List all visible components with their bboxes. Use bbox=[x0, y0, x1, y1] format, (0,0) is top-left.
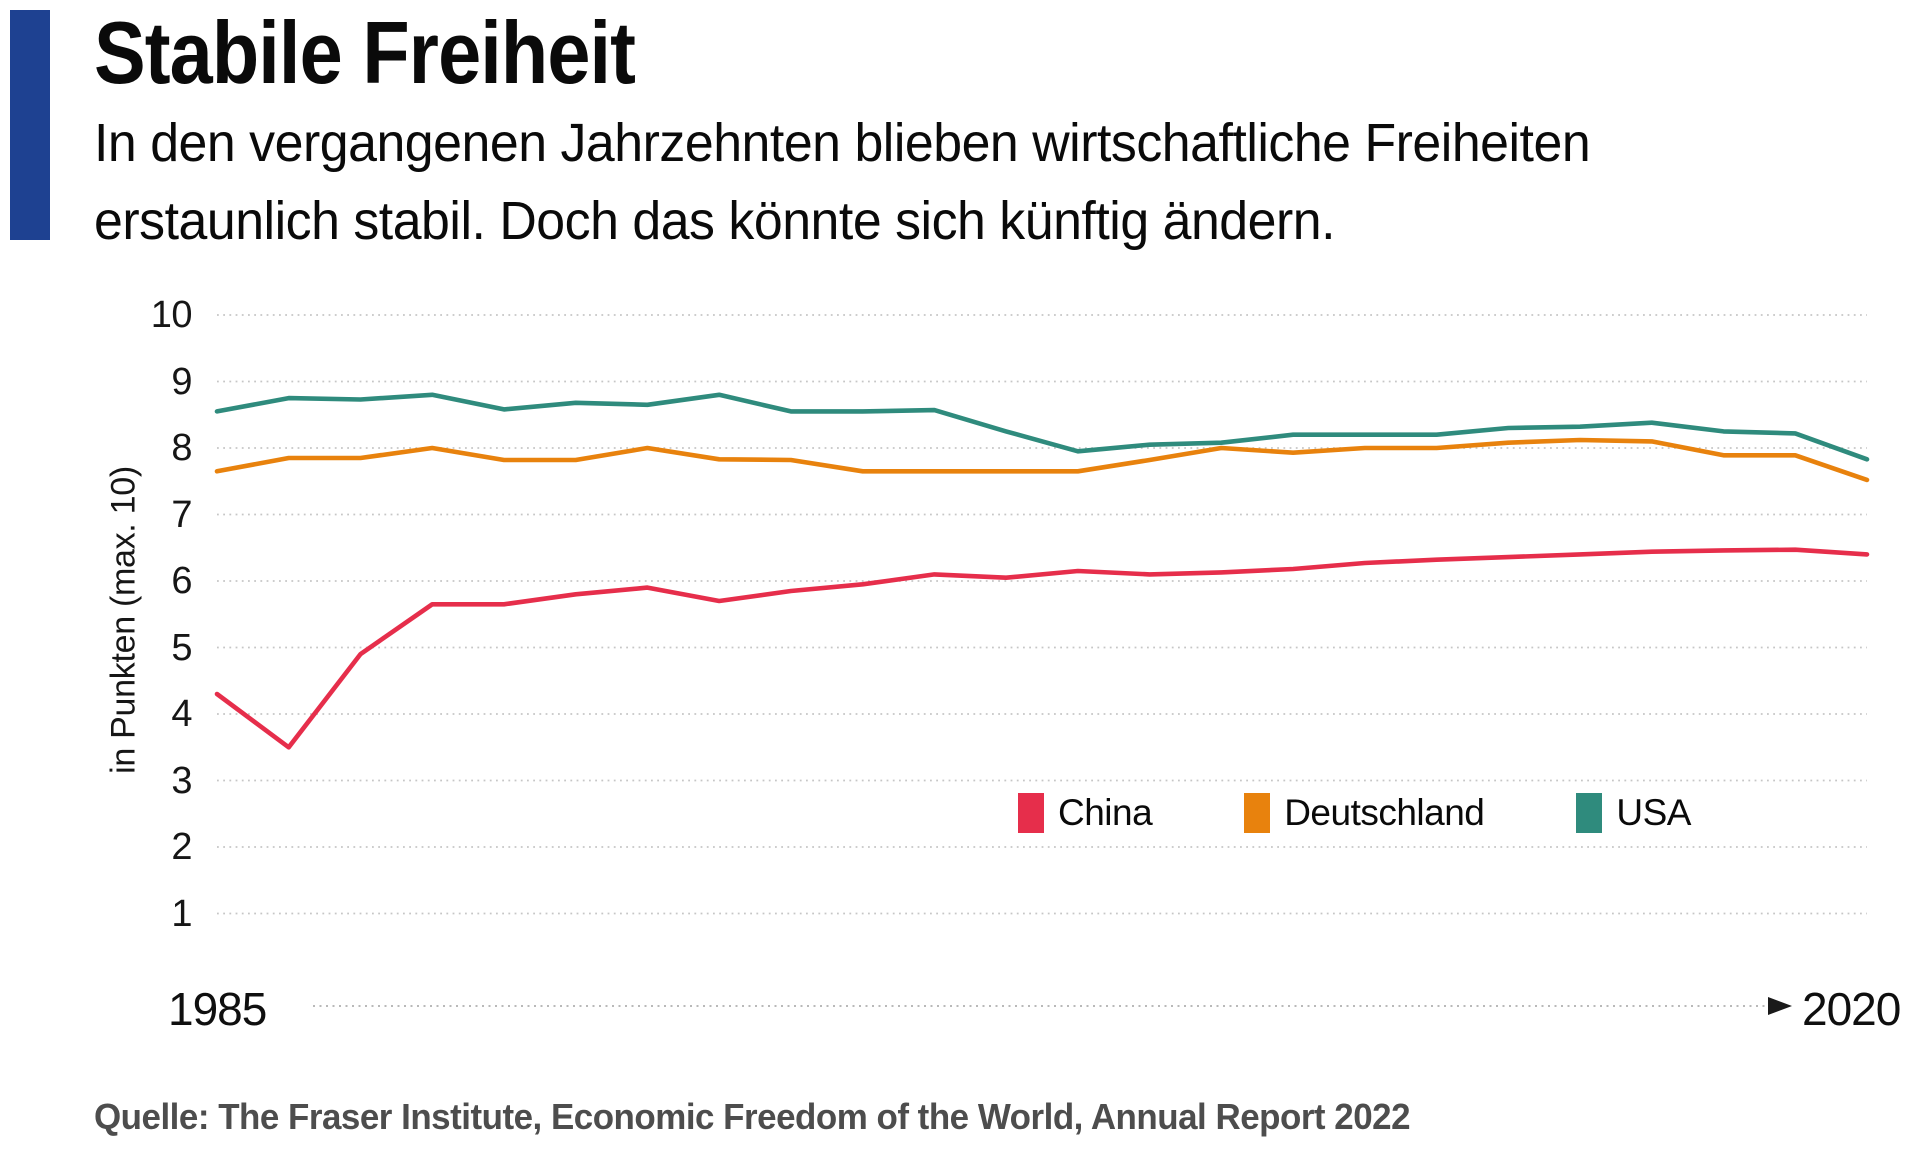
legend-item-usa: USA bbox=[1576, 792, 1691, 834]
y-tick-label-10: 10 bbox=[150, 294, 193, 336]
y-tick-label-7: 7 bbox=[171, 493, 192, 536]
y-tick-label-9: 9 bbox=[171, 360, 192, 403]
y-tick-label-3: 3 bbox=[171, 759, 192, 802]
legend-item-deutschland: Deutschland bbox=[1244, 792, 1485, 834]
legend-label-deutschland: Deutschland bbox=[1284, 792, 1485, 833]
legend-label-china: China bbox=[1058, 792, 1153, 833]
series-line-deutschland bbox=[214, 437, 1870, 483]
x-axis-end-label: 2020 bbox=[1802, 983, 1901, 1035]
subtitle-line-2: erstaunlich stabil. Doch das könnte sich… bbox=[94, 191, 1336, 251]
page-title: Stabile Freiheit bbox=[94, 3, 636, 102]
chart-legend: China Deutschland USA bbox=[1018, 791, 1691, 835]
y-tick-label-1: 1 bbox=[171, 892, 192, 935]
legend-swatch-usa bbox=[1576, 793, 1603, 833]
source-caption: Quelle: The Fraser Institute, Economic F… bbox=[94, 1096, 1411, 1137]
y-tick-label-5: 5 bbox=[171, 626, 192, 669]
y-axis-title: in Punkten (max. 10) bbox=[104, 466, 143, 774]
legend-item-china: China bbox=[1018, 792, 1153, 834]
subtitle-line-1: In den vergangenen Jahrzehnten blieben w… bbox=[94, 113, 1591, 173]
legend-label-usa: USA bbox=[1616, 792, 1691, 833]
x-axis-start-label: 1985 bbox=[168, 983, 267, 1035]
legend-swatch-china bbox=[1018, 793, 1044, 833]
y-tick-label-8: 8 bbox=[171, 427, 192, 469]
x-axis-arrow-icon bbox=[1768, 997, 1792, 1015]
series-line-china bbox=[214, 547, 1870, 750]
y-tick-label-4: 4 bbox=[171, 693, 192, 735]
y-tick-label-2: 2 bbox=[171, 826, 192, 868]
y-tick-label-6: 6 bbox=[171, 560, 192, 602]
legend-swatch-deutschland bbox=[1244, 793, 1271, 833]
series-line-usa bbox=[214, 392, 1870, 462]
accent-bar bbox=[10, 10, 50, 240]
